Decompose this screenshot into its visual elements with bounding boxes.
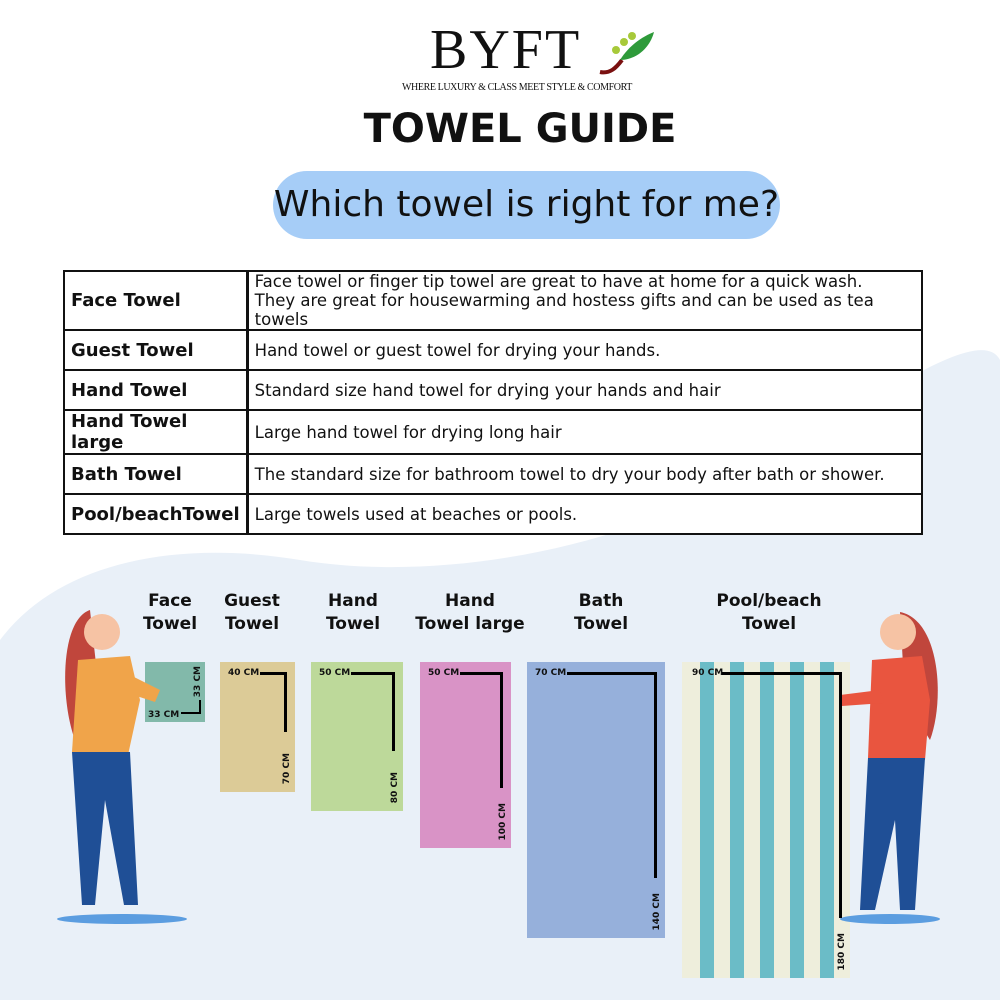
label-line: Pool/beach [716,591,822,611]
label-line: Towel [573,614,629,634]
label-line: Towel [142,614,198,634]
towel-stripe [700,662,714,978]
table-row: Guest Towel Hand towel or guest towel for… [62,329,923,371]
towel-desc: Large hand towel for drying long hair [246,409,923,455]
dim-line [260,672,287,732]
towel-name: Face Towel [62,270,249,331]
towel-name: Pool/beachTowel [62,493,249,535]
desc-line: They are great for housewarming and host… [254,291,874,329]
height-dim: 140 CM [652,892,662,930]
towel-desc: Face towel or finger tip towel are great… [246,270,923,331]
towel-desc: Large towels used at beaches or pools. [246,493,923,535]
width-dim: 40 CM [228,668,260,678]
towel-label: Pool/beach Towel [699,590,839,636]
width-dim: 50 CM [319,668,351,678]
subtitle-pill: Which towel is right for me? [273,171,780,239]
towel-swatch: 33 CM 33 CM [145,662,205,722]
desc-line: Face towel or finger tip towel are great… [254,272,863,291]
towel-desc: Standard size hand towel for drying your… [246,369,923,411]
height-dim: 180 CM [837,932,847,970]
label-line: Bath [578,591,624,611]
brand-logo: BYFT [430,19,582,81]
label-line: Towel [741,614,797,634]
height-dim: 33 CM [193,666,203,698]
towel-stripe [730,662,744,978]
table-row: Hand Towel Standard size hand towel for d… [62,369,923,411]
dim-line [567,672,657,878]
towel-name: Guest Towel [62,329,249,371]
towel-label: Hand Towel large [400,590,540,636]
label-line: Hand [445,591,495,611]
towel-label: Bath Towel [531,590,671,636]
dim-line [351,672,395,751]
towel-name: Hand Towel [62,369,249,411]
towel-swatch: 70 CM 140 CM [527,662,665,938]
width-dim: 33 CM [148,710,180,720]
towel-stripe [790,662,804,978]
page-title: TOWEL GUIDE [363,106,677,152]
towel-table: Face Towel Face towel or finger tip towel… [62,270,923,535]
towel-stripe [760,662,774,978]
height-dim: 70 CM [282,752,292,784]
leaf-icon [599,32,654,75]
height-dim: 80 CM [390,771,400,803]
width-dim: 70 CM [535,668,567,678]
label-line: Guest [224,591,280,611]
towel-swatch: 50 CM 80 CM [311,662,403,811]
towel-label: Guest Towel [182,590,322,636]
width-dim: 90 CM [692,668,724,678]
towel-stripe [820,662,834,978]
label-line: Hand [328,591,378,611]
towel-swatch: 50 CM 100 CM [420,662,511,848]
towel-label: Face Towel [100,590,240,636]
towel-swatch: 40 CM 70 CM [220,662,295,792]
towel-label: Hand Towel [283,590,423,636]
table-row: Face Towel Face towel or finger tip towel… [62,270,923,331]
label-line: Towel large [415,614,525,634]
towel-swatch: 90 CM 180 CM [682,662,850,978]
table-row: Pool/beachTowel Large towels used at beac… [62,493,923,535]
towel-name: Bath Towel [62,453,249,495]
label-line: Towel [325,614,381,634]
towel-desc: The standard size for bathroom towel to … [246,453,923,495]
dim-line [722,672,842,918]
dim-line [460,672,503,788]
table-row: Hand Towel large Large hand towel for dry… [62,409,923,455]
table-row: Bath Towel The standard size for bathroom… [62,453,923,495]
towel-name: Hand Towel large [62,409,249,455]
brand-tagline: WHERE LUXURY & CLASS MEET STYLE & COMFOR… [402,82,632,93]
height-dim: 100 CM [498,802,508,840]
width-dim: 50 CM [428,668,460,678]
towel-desc: Hand towel or guest towel for drying you… [246,329,923,371]
label-line: Face [148,591,192,611]
dim-line [181,700,201,714]
label-line: Towel [224,614,280,634]
